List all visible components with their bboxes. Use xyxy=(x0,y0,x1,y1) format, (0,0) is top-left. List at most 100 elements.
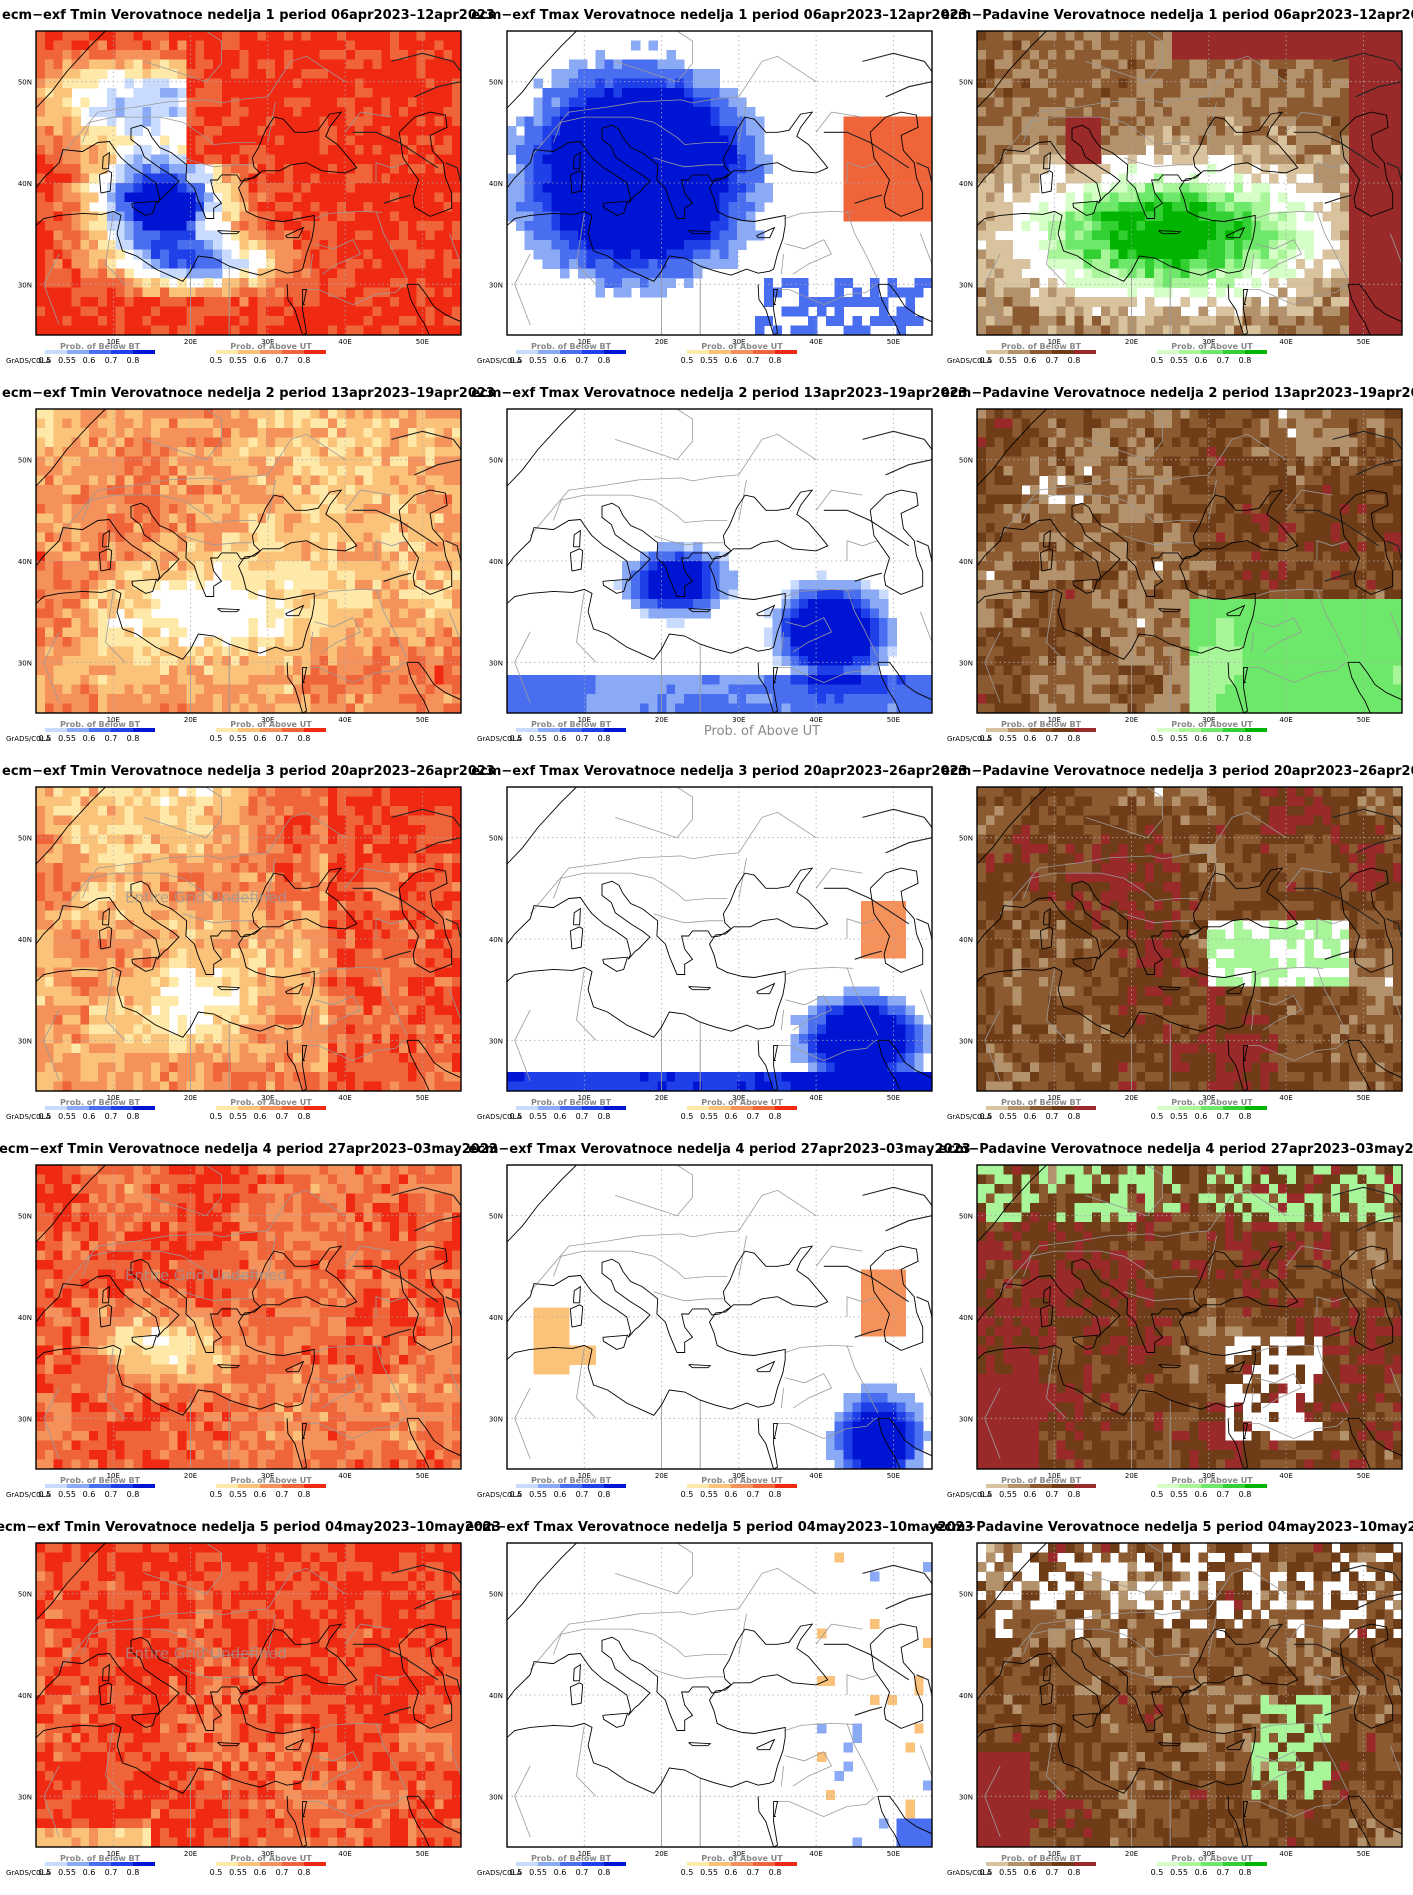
coastlines xyxy=(977,787,1402,1091)
scale-label: 0.5 xyxy=(980,734,993,743)
map-frame xyxy=(35,1542,462,1848)
grads-footer: GrADS/COLA xyxy=(947,1869,992,1877)
scale-label: 0.7 xyxy=(1217,1868,1230,1877)
country-borders xyxy=(514,31,932,335)
coastlines xyxy=(507,1543,932,1847)
colorbar-title: Prob. of Above UT xyxy=(1171,1854,1253,1863)
scale-label: 0.7 xyxy=(276,1490,289,1499)
lon-label: 50E xyxy=(1357,1850,1370,1858)
scale-label: 0.6 xyxy=(83,1112,96,1121)
panel-title: ecm−exf Tmin Verovatnoce nedelja 3 perio… xyxy=(2,764,495,779)
colorbar-below: 0.5 0.55 0.6 0.7 0.8 Prob. of Below BT xyxy=(39,720,155,743)
colorbar-title: Prob. of Below BT xyxy=(531,1854,612,1863)
scale-label: 0.55 xyxy=(700,1868,718,1877)
scale-label: 0.5 xyxy=(39,1490,52,1499)
probability-field xyxy=(36,1165,461,1469)
lat-label: 30N xyxy=(959,659,973,667)
scale-label: 0.7 xyxy=(276,1112,289,1121)
scale-label: 0.6 xyxy=(254,734,267,743)
scale-label: 0.5 xyxy=(1151,356,1164,365)
scale-label: 0.7 xyxy=(747,1490,760,1499)
scale-label: 0.7 xyxy=(105,1112,118,1121)
grads-footer: GrADS/COLA xyxy=(477,1869,522,1877)
probability-field xyxy=(36,409,461,713)
scale-label: 0.55 xyxy=(529,734,547,743)
scale-label: 0.5 xyxy=(1151,734,1164,743)
lat-label: 40N xyxy=(18,936,32,944)
scale-label: 0.8 xyxy=(1068,734,1081,743)
scale-label: 0.7 xyxy=(576,734,589,743)
colorbar-below: 0.5 0.55 0.6 0.7 0.8 Prob. of Below BT xyxy=(980,1476,1096,1499)
lon-label: 10E xyxy=(578,1472,591,1480)
scale-label: 0.55 xyxy=(529,356,547,365)
lat-label: 40N xyxy=(959,936,973,944)
scale-label: 0.8 xyxy=(127,1490,140,1499)
scale-label: 0.6 xyxy=(554,734,567,743)
colorbar-title: Prob. of Below BT xyxy=(1001,342,1082,351)
lon-label: 50E xyxy=(887,1850,900,1858)
panel-title: ecm−Padavine Verovatnoce nedelja 5 perio… xyxy=(935,1520,1413,1535)
scale-label: 0.8 xyxy=(769,1112,782,1121)
scale-label: 0.7 xyxy=(1217,356,1230,365)
scale-label: 0.55 xyxy=(1170,1112,1188,1121)
scale-label: 0.8 xyxy=(298,1490,311,1499)
colorbar-title: Prob. of Below BT xyxy=(1001,1098,1082,1107)
scale-label: 0.7 xyxy=(1046,1868,1059,1877)
panel-title: ecm−exf Tmax Verovatnoce nedelja 1 perio… xyxy=(471,8,967,23)
country-borders xyxy=(514,409,932,713)
scale-label: 0.55 xyxy=(229,734,247,743)
country-borders xyxy=(984,787,1402,1091)
scale-label: 0.5 xyxy=(681,356,694,365)
lon-label: 30E xyxy=(261,716,274,724)
scale-label: 0.5 xyxy=(980,356,993,365)
scale-label: 0.5 xyxy=(39,1112,52,1121)
scale-label: 0.7 xyxy=(105,356,118,365)
scale-label: 0.8 xyxy=(1068,1490,1081,1499)
map-area xyxy=(36,1165,461,1469)
grads-footer: GrADS/COLA xyxy=(6,1869,51,1877)
country-borders xyxy=(43,409,461,713)
lon-label: 20E xyxy=(655,338,668,346)
lat-label: 30N xyxy=(18,1037,32,1045)
colorbar-below: 0.5 0.55 0.6 0.7 0.8 Prob. of Below BT xyxy=(510,720,626,743)
map-area xyxy=(36,31,461,335)
lat-label: 50N xyxy=(18,1213,32,1221)
lat-label: 40N xyxy=(18,558,32,566)
undefined-note: Entire Grid Undefined xyxy=(125,1267,287,1285)
scale-label: 0.8 xyxy=(1068,1112,1081,1121)
lat-label: 50N xyxy=(959,1213,973,1221)
lon-label: 50E xyxy=(416,1094,429,1102)
map-area xyxy=(977,1543,1402,1847)
regional-borders xyxy=(823,1564,932,1716)
map-panel-4: ecm−exf Tmin Verovatnoce nedelja 2 perio… xyxy=(2,386,495,743)
colorbar-above: 0.5 0.55 0.6 0.7 0.8 Prob. of Above UT xyxy=(210,1098,326,1121)
scale-label: 0.5 xyxy=(980,1490,993,1499)
scale-label: 0.6 xyxy=(554,356,567,365)
map-area xyxy=(507,409,932,713)
colorbar-title: Prob. of Below BT xyxy=(60,1098,141,1107)
lon-label: 50E xyxy=(1357,716,1370,724)
map-panel-15: ecm−Padavine Verovatnoce nedelja 5 perio… xyxy=(935,1520,1413,1877)
country-borders xyxy=(514,1543,932,1847)
scale-label: 0.6 xyxy=(554,1868,567,1877)
regional-borders xyxy=(352,52,461,204)
map-panel-14: ecm−exf Tmax Verovatnoce nedelja 5 perio… xyxy=(465,1520,973,1877)
lon-label: 50E xyxy=(1357,1094,1370,1102)
scale-label: 0.5 xyxy=(39,734,52,743)
colorbar-title: Prob. of Above UT xyxy=(701,1098,783,1107)
scale-label: 0.7 xyxy=(576,1490,589,1499)
scale-label: 0.5 xyxy=(510,1868,523,1877)
lon-label: 40E xyxy=(1279,1850,1292,1858)
lat-label: 50N xyxy=(18,79,32,87)
grads-footer: GrADS/COLA xyxy=(477,1113,522,1121)
scale-label: 0.5 xyxy=(210,734,223,743)
map-area xyxy=(507,1543,932,1847)
grads-footer: GrADS/COLA xyxy=(947,1491,992,1499)
colorbar-below: 0.5 0.55 0.6 0.7 0.8 Prob. of Below BT xyxy=(39,1854,155,1877)
panel-title: ecm−exf Tmin Verovatnoce nedelja 1 perio… xyxy=(2,8,495,23)
scale-label: 0.6 xyxy=(725,356,738,365)
country-borders xyxy=(984,409,1402,713)
map-frame xyxy=(506,1542,933,1848)
colorbar-below: 0.5 0.55 0.6 0.7 0.8 Prob. of Below BT xyxy=(510,1098,626,1121)
lat-label: 30N xyxy=(489,1793,503,1801)
